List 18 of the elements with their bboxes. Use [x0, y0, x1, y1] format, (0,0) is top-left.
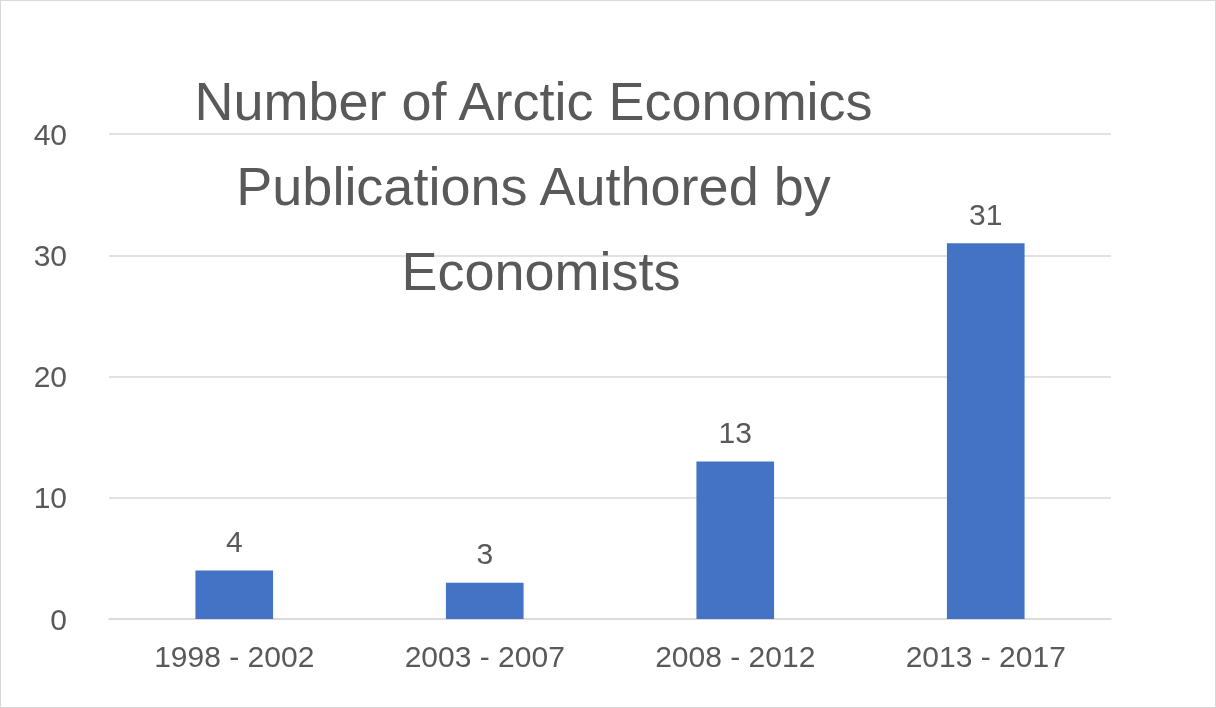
x-tick-label: 2013 - 2017	[905, 639, 1066, 673]
chart-title: Number of Arctic Economics Publications Authored by Economists	[194, 70, 888, 301]
bar	[696, 461, 775, 619]
y-tick-label: 0	[50, 602, 67, 636]
y-tick-label: 10	[33, 481, 67, 515]
bar	[445, 582, 524, 619]
y-tick-label: 20	[33, 360, 67, 393]
data-label: 31	[969, 197, 1003, 231]
y-tick-label: 40	[33, 117, 67, 151]
x-tick-label: 1998 - 2002	[154, 639, 315, 673]
x-tick-label: 2003 - 2007	[404, 639, 565, 673]
bar	[946, 243, 1025, 619]
data-label: 13	[718, 415, 752, 449]
data-label: 3	[476, 537, 494, 571]
x-tick-label: 2008 - 2012	[655, 639, 816, 673]
y-tick-label: 30	[33, 238, 67, 272]
bar	[195, 570, 274, 619]
data-label: 4	[225, 525, 243, 558]
